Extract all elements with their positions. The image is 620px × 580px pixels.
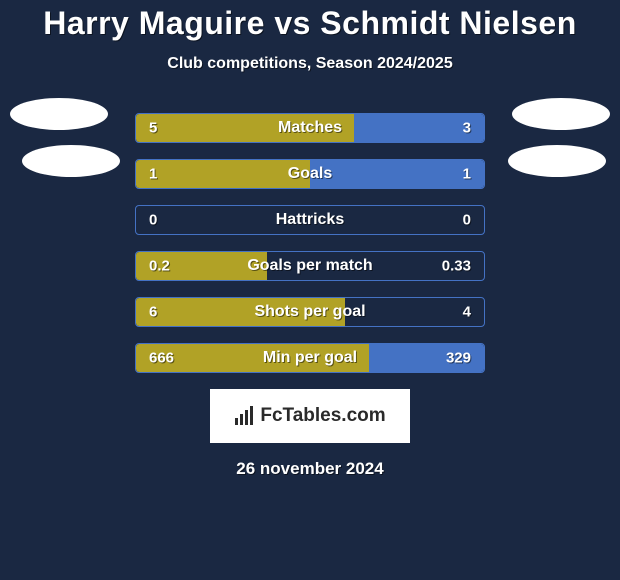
stat-row: 0 Hattricks 0 [0,205,620,235]
page-title: Harry Maguire vs Schmidt Nielsen [0,6,620,41]
comparison-card: Harry Maguire vs Schmidt Nielsen Club co… [0,0,620,580]
bar-left [136,298,345,326]
stat-row: 1 Goals 1 [0,159,620,189]
bar-track: 0 Hattricks 0 [135,205,485,235]
bar-left [136,160,310,188]
stat-row: 0.2 Goals per match 0.33 [0,251,620,281]
date-label: 26 november 2024 [0,459,620,479]
stat-row: 5 Matches 3 [0,113,620,143]
chart-icon [234,406,254,426]
bar-track: 666 Min per goal 329 [135,343,485,373]
bar-bg [135,297,485,327]
bar-bg [135,159,485,189]
bar-track: 1 Goals 1 [135,159,485,189]
bar-bg [135,343,485,373]
bar-track: 5 Matches 3 [135,113,485,143]
bar-bg [135,113,485,143]
site-name: FcTables.com [260,405,385,427]
bar-track: 0.2 Goals per match 0.33 [135,251,485,281]
bar-left [136,114,354,142]
stat-row: 6 Shots per goal 4 [0,297,620,327]
bar-right [354,114,485,142]
comparison-chart: 5 Matches 3 1 Goals 1 [0,113,620,373]
stat-row: 666 Min per goal 329 [0,343,620,373]
site-badge[interactable]: FcTables.com [210,389,410,443]
bar-left [136,344,369,372]
bar-bg [135,251,485,281]
subtitle: Club competitions, Season 2024/2025 [0,55,620,73]
bar-right [369,344,484,372]
bar-bg [135,205,485,235]
bar-track: 6 Shots per goal 4 [135,297,485,327]
bar-left [136,252,267,280]
bar-right [310,160,484,188]
